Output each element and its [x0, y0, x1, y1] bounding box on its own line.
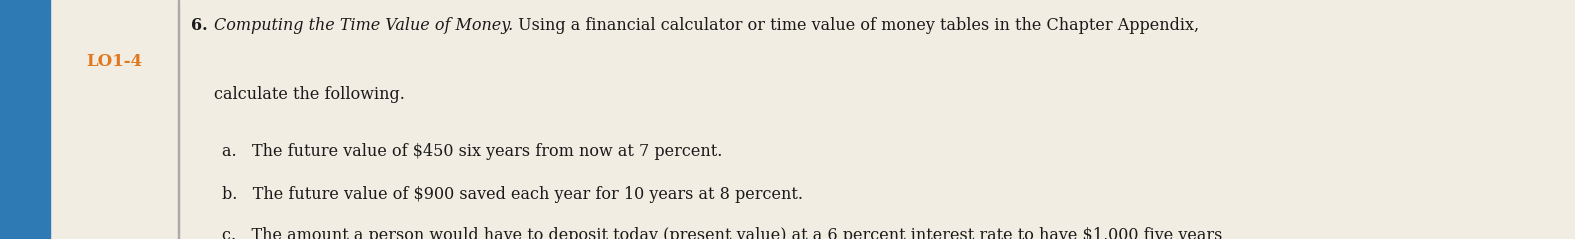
Text: a.   The future value of $450 six years from now at 7 percent.: a. The future value of $450 six years fr… [222, 143, 723, 160]
Text: b.   The future value of $900 saved each year for 10 years at 8 percent.: b. The future value of $900 saved each y… [222, 186, 803, 203]
Text: c.   The amount a person would have to deposit today (present value) at a 6 perc: c. The amount a person would have to dep… [222, 227, 1222, 239]
Text: Using a financial calculator or time value of money tables in the Chapter Append: Using a financial calculator or time val… [513, 17, 1200, 34]
Text: 6.: 6. [191, 17, 208, 34]
Text: calculate the following.: calculate the following. [214, 86, 405, 103]
Text: Computing the Time Value of Money.: Computing the Time Value of Money. [214, 17, 513, 34]
Bar [0, 0, 50, 239]
Text: LO1-4: LO1-4 [87, 53, 142, 70]
